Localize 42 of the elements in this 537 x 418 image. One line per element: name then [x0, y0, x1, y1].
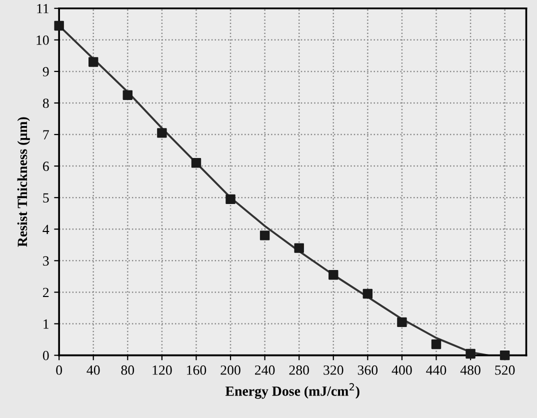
x-tick-label: 400: [392, 365, 412, 375]
y-tick-label: 2: [43, 288, 49, 298]
y-tick-label: 5: [43, 193, 49, 203]
point: [54, 20, 64, 31]
x-tick-label: 120: [152, 365, 172, 375]
x-tick-label: 240: [255, 365, 275, 375]
x-tick-label: 440: [426, 365, 446, 375]
point: [431, 339, 442, 350]
x-tick-label: 80: [121, 365, 134, 375]
point: [226, 194, 236, 204]
x-tick-label: 160: [187, 365, 206, 375]
point: [466, 348, 476, 359]
point: [397, 317, 407, 328]
x-tick-label: 360: [358, 365, 378, 375]
point: [122, 90, 133, 100]
y-tick-label: 0: [42, 350, 49, 360]
y-tick-label: 9: [42, 67, 49, 76]
y-axis-title: Resist Thickness (µm): [17, 117, 30, 247]
point: [260, 230, 270, 240]
y-tick-label: 8: [42, 98, 49, 108]
x-tick-label: 280: [289, 365, 309, 375]
x-tick-label: 40: [86, 365, 100, 375]
x-tick-label: 0: [56, 365, 62, 375]
point: [157, 128, 167, 138]
point: [294, 243, 304, 253]
x-tick-label: 320: [324, 365, 344, 375]
y-tick-label: 6: [43, 162, 49, 172]
x-tick-label: 480: [460, 365, 480, 375]
y-tick-label: 4: [42, 224, 50, 234]
y-tick-label: 10: [36, 35, 49, 45]
y-tick-label: 11: [37, 4, 49, 14]
point: [328, 270, 338, 280]
x-tick-label: 520: [495, 365, 515, 375]
x-axis-title: Energy Dose (mJ/cm$^{2}$): [225, 383, 360, 399]
y-tick-label: 3: [43, 256, 49, 266]
point: [362, 288, 373, 299]
point: [500, 350, 510, 360]
y-tick-label: 7: [43, 130, 49, 140]
point: [191, 158, 202, 168]
y-tick-label: 1: [44, 319, 49, 329]
x-tick-label: 200: [220, 365, 240, 375]
point: [88, 57, 98, 67]
